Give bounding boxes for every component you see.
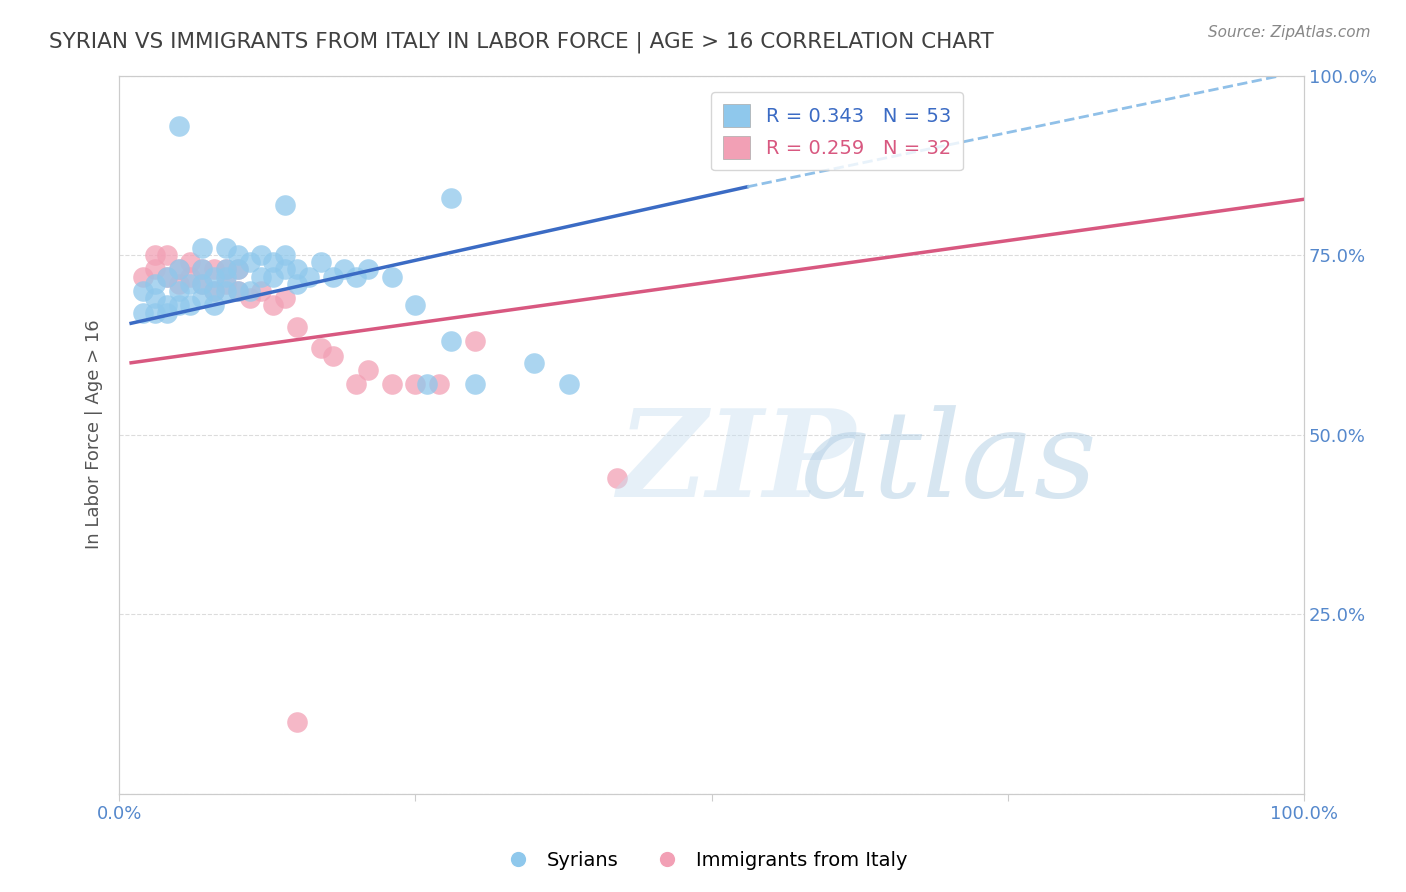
Point xyxy=(167,262,190,277)
Point xyxy=(381,269,404,284)
Point xyxy=(309,255,332,269)
Point xyxy=(381,377,404,392)
Point xyxy=(191,277,214,291)
Text: atlas: atlas xyxy=(800,405,1097,522)
Point xyxy=(298,269,321,284)
Point xyxy=(250,248,273,262)
Point xyxy=(333,262,356,277)
Point xyxy=(357,262,380,277)
Point xyxy=(167,298,190,312)
Point xyxy=(215,277,238,291)
Point xyxy=(143,277,166,291)
Point xyxy=(440,334,463,349)
Point xyxy=(156,248,179,262)
Point xyxy=(191,241,214,255)
Point xyxy=(239,291,262,305)
Point xyxy=(285,277,308,291)
Point xyxy=(322,269,344,284)
Point xyxy=(226,248,249,262)
Point xyxy=(202,284,225,298)
Point xyxy=(143,305,166,319)
Point xyxy=(464,377,486,392)
Point xyxy=(191,291,214,305)
Point xyxy=(405,298,427,312)
Point xyxy=(191,277,214,291)
Point xyxy=(440,191,463,205)
Point xyxy=(344,269,367,284)
Point xyxy=(226,262,249,277)
Point xyxy=(179,269,201,284)
Point xyxy=(132,269,155,284)
Point xyxy=(239,255,262,269)
Point xyxy=(143,291,166,305)
Point xyxy=(405,377,427,392)
Point xyxy=(226,284,249,298)
Point xyxy=(357,363,380,377)
Point xyxy=(215,284,238,298)
Point xyxy=(262,255,284,269)
Point xyxy=(226,262,249,277)
Point xyxy=(215,262,238,277)
Point xyxy=(191,262,214,277)
Point xyxy=(167,277,190,291)
Point xyxy=(427,377,450,392)
Y-axis label: In Labor Force | Age > 16: In Labor Force | Age > 16 xyxy=(86,320,103,549)
Point xyxy=(274,248,297,262)
Text: ZIP: ZIP xyxy=(617,404,855,523)
Point xyxy=(215,262,238,277)
Point xyxy=(202,269,225,284)
Point xyxy=(262,269,284,284)
Point xyxy=(143,248,166,262)
Text: SYRIAN VS IMMIGRANTS FROM ITALY IN LABOR FORCE | AGE > 16 CORRELATION CHART: SYRIAN VS IMMIGRANTS FROM ITALY IN LABOR… xyxy=(49,31,994,53)
Point xyxy=(156,305,179,319)
Point xyxy=(285,714,308,729)
Point xyxy=(202,262,225,277)
Point xyxy=(262,298,284,312)
Point xyxy=(132,284,155,298)
Point xyxy=(523,356,546,370)
Point xyxy=(309,342,332,356)
Point xyxy=(215,241,238,255)
Point xyxy=(285,319,308,334)
Point xyxy=(191,262,214,277)
Legend: Syrians, Immigrants from Italy: Syrians, Immigrants from Italy xyxy=(491,843,915,878)
Point xyxy=(167,284,190,298)
Point xyxy=(215,269,238,284)
Point xyxy=(274,262,297,277)
Text: Source: ZipAtlas.com: Source: ZipAtlas.com xyxy=(1208,25,1371,40)
Point xyxy=(239,284,262,298)
Point xyxy=(274,198,297,212)
Point xyxy=(250,284,273,298)
Point xyxy=(167,262,190,277)
Point xyxy=(132,305,155,319)
Point xyxy=(285,262,308,277)
Legend: R = 0.343   N = 53, R = 0.259   N = 32: R = 0.343 N = 53, R = 0.259 N = 32 xyxy=(711,93,963,170)
Point xyxy=(322,349,344,363)
Point xyxy=(464,334,486,349)
Point xyxy=(250,269,273,284)
Point xyxy=(179,277,201,291)
Point xyxy=(416,377,439,392)
Point xyxy=(179,298,201,312)
Point xyxy=(202,284,225,298)
Point xyxy=(156,269,179,284)
Point xyxy=(202,298,225,312)
Point xyxy=(167,119,190,133)
Point xyxy=(226,284,249,298)
Point xyxy=(143,262,166,277)
Point xyxy=(344,377,367,392)
Point xyxy=(156,269,179,284)
Point xyxy=(179,255,201,269)
Point xyxy=(156,298,179,312)
Point xyxy=(606,471,628,485)
Point xyxy=(558,377,581,392)
Point xyxy=(274,291,297,305)
